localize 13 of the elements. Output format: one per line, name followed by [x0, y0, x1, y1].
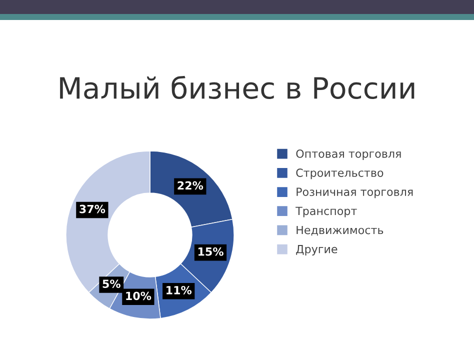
legend-label: Оптовая торговля [296, 149, 401, 160]
chart-title: Малый бизнес в России [60, 76, 414, 99]
legend-label: Недвижимость [296, 226, 384, 236]
legend-label: Розничная торговля [296, 188, 413, 198]
data-label: 10% [126, 292, 152, 300]
data-label: 11% [166, 286, 192, 294]
legend-label: Строительство [296, 168, 384, 180]
data-label: 5% [102, 280, 120, 288]
data-label: 15% [198, 247, 224, 256]
data-label: 22% [178, 181, 204, 190]
legend-label: Транспорт [296, 206, 357, 218]
data-label: 37% [80, 204, 106, 214]
legend-label: Другие [296, 245, 338, 256]
